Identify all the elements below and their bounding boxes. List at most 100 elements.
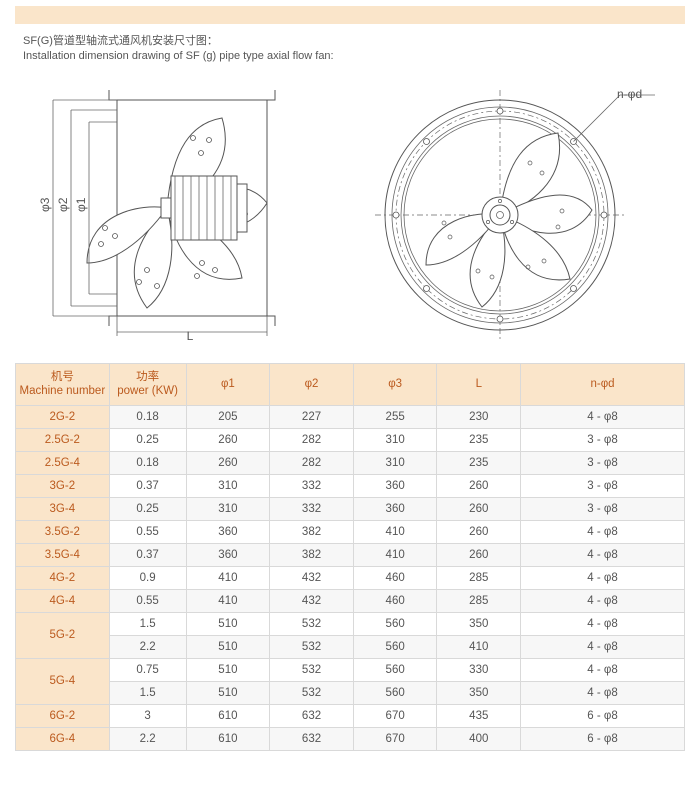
label-n-phi-d: n-φd (617, 87, 642, 101)
value-cell: 260 (186, 428, 270, 451)
value-cell: 510 (186, 635, 270, 658)
table-row: 3G-40.253103323602603 - φ8 (16, 497, 685, 520)
value-cell: 1.5 (109, 612, 186, 635)
value-cell: 532 (270, 658, 354, 681)
value-cell: 6 - φ8 (521, 704, 685, 727)
value-cell: 3 (109, 704, 186, 727)
table-header: L (437, 363, 521, 405)
model-cell: 3.5G-4 (16, 543, 110, 566)
table-header: 机号Machine number (16, 363, 110, 405)
value-cell: 1.5 (109, 681, 186, 704)
value-cell: 310 (353, 428, 437, 451)
value-cell: 0.37 (109, 543, 186, 566)
model-cell: 5G-2 (16, 612, 110, 658)
front-view-diagram: n-φd (355, 80, 665, 340)
value-cell: 350 (437, 681, 521, 704)
value-cell: 332 (270, 497, 354, 520)
value-cell: 260 (186, 451, 270, 474)
value-cell: 235 (437, 451, 521, 474)
model-cell: 3G-4 (16, 497, 110, 520)
value-cell: 235 (437, 428, 521, 451)
value-cell: 4 - φ8 (521, 612, 685, 635)
value-cell: 360 (353, 474, 437, 497)
value-cell: 227 (270, 405, 354, 428)
value-cell: 510 (186, 612, 270, 635)
table-header: n-φd (521, 363, 685, 405)
value-cell: 532 (270, 612, 354, 635)
table-header: φ3 (353, 363, 437, 405)
value-cell: 560 (353, 635, 437, 658)
table-row: 4G-20.94104324602854 - φ8 (16, 566, 685, 589)
table-row: 2.5G-40.182602823102353 - φ8 (16, 451, 685, 474)
value-cell: 2.2 (109, 727, 186, 750)
value-cell: 4 - φ8 (521, 589, 685, 612)
value-cell: 670 (353, 727, 437, 750)
value-cell: 360 (186, 543, 270, 566)
model-cell: 4G-2 (16, 566, 110, 589)
value-cell: 0.55 (109, 520, 186, 543)
table-row: 6G-236106326704356 - φ8 (16, 704, 685, 727)
value-cell: 350 (437, 612, 521, 635)
table-row: 4G-40.554104324602854 - φ8 (16, 589, 685, 612)
model-cell: 3G-2 (16, 474, 110, 497)
value-cell: 0.18 (109, 451, 186, 474)
value-cell: 0.37 (109, 474, 186, 497)
value-cell: 432 (270, 589, 354, 612)
table-row: 1.55105325603504 - φ8 (16, 681, 685, 704)
model-cell: 5G-4 (16, 658, 110, 704)
value-cell: 255 (353, 405, 437, 428)
value-cell: 310 (186, 474, 270, 497)
value-cell: 6 - φ8 (521, 727, 685, 750)
value-cell: 360 (353, 497, 437, 520)
value-cell: 0.55 (109, 589, 186, 612)
table-header: φ1 (186, 363, 270, 405)
diagram-area: φ3 φ2 φ1 L (15, 75, 685, 345)
value-cell: 510 (186, 681, 270, 704)
label-L: L (187, 329, 194, 340)
value-cell: 670 (353, 704, 437, 727)
model-cell: 2.5G-2 (16, 428, 110, 451)
value-cell: 532 (270, 635, 354, 658)
value-cell: 360 (186, 520, 270, 543)
value-cell: 4 - φ8 (521, 520, 685, 543)
value-cell: 330 (437, 658, 521, 681)
value-cell: 282 (270, 451, 354, 474)
value-cell: 3 - φ8 (521, 474, 685, 497)
value-cell: 382 (270, 520, 354, 543)
model-cell: 6G-2 (16, 704, 110, 727)
value-cell: 432 (270, 566, 354, 589)
value-cell: 310 (186, 497, 270, 520)
value-cell: 610 (186, 727, 270, 750)
value-cell: 610 (186, 704, 270, 727)
table-header: φ2 (270, 363, 354, 405)
value-cell: 2.2 (109, 635, 186, 658)
value-cell: 4 - φ8 (521, 681, 685, 704)
value-cell: 4 - φ8 (521, 635, 685, 658)
value-cell: 435 (437, 704, 521, 727)
value-cell: 285 (437, 589, 521, 612)
value-cell: 3 - φ8 (521, 497, 685, 520)
table-row: 6G-42.26106326704006 - φ8 (16, 727, 685, 750)
value-cell: 3 - φ8 (521, 451, 685, 474)
value-cell: 4 - φ8 (521, 543, 685, 566)
value-cell: 0.75 (109, 658, 186, 681)
table-row: 5G-21.55105325603504 - φ8 (16, 612, 685, 635)
table-row: 3.5G-20.553603824102604 - φ8 (16, 520, 685, 543)
title-cn: SF(G)管道型轴流式通风机安装尺寸图： (23, 34, 685, 49)
table-row: 5G-40.755105325603304 - φ8 (16, 658, 685, 681)
value-cell: 410 (437, 635, 521, 658)
value-cell: 632 (270, 727, 354, 750)
value-cell: 460 (353, 566, 437, 589)
table-row: 3G-20.373103323602603 - φ8 (16, 474, 685, 497)
side-view-diagram: φ3 φ2 φ1 L (35, 80, 315, 340)
value-cell: 0.25 (109, 428, 186, 451)
value-cell: 510 (186, 658, 270, 681)
value-cell: 382 (270, 543, 354, 566)
value-cell: 260 (437, 497, 521, 520)
value-cell: 560 (353, 612, 437, 635)
table-row: 2.25105325604104 - φ8 (16, 635, 685, 658)
value-cell: 4 - φ8 (521, 658, 685, 681)
model-cell: 2.5G-4 (16, 451, 110, 474)
title-block: SF(G)管道型轴流式通风机安装尺寸图： Installation dimens… (15, 34, 685, 65)
table-row: 2G-20.182052272552304 - φ8 (16, 405, 685, 428)
